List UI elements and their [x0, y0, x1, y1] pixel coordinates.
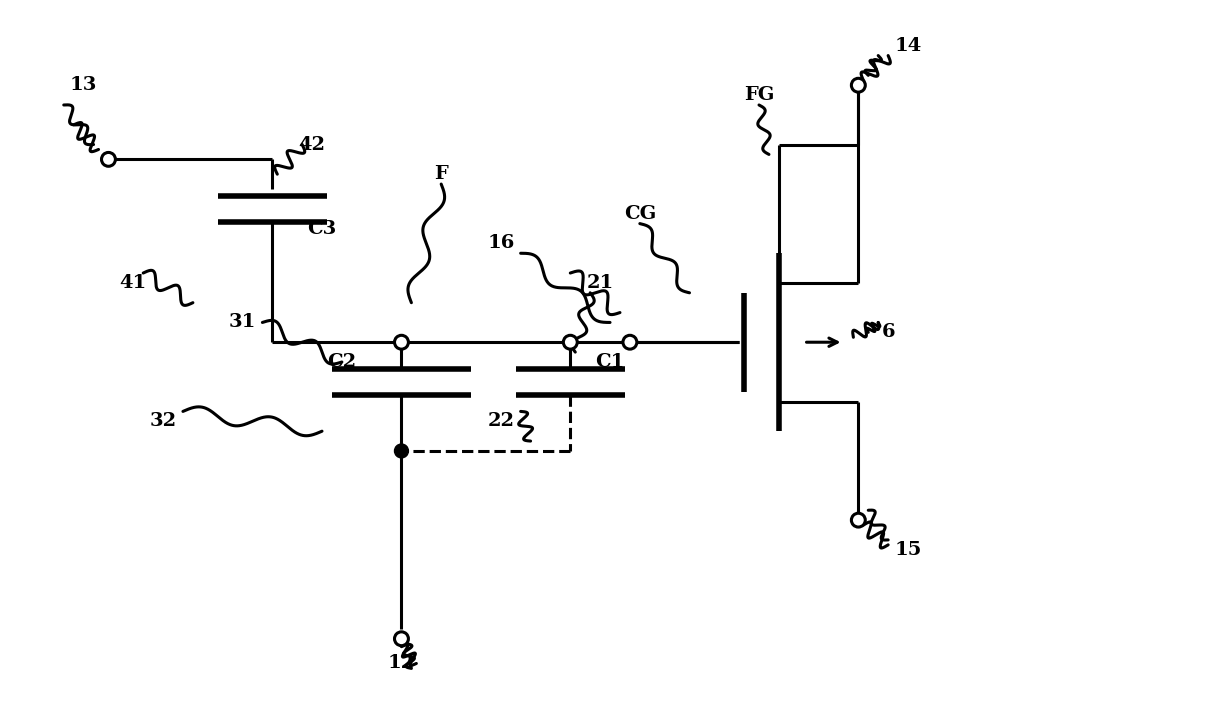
Text: C2: C2 [327, 353, 357, 371]
Text: 16: 16 [487, 235, 514, 253]
Text: 32: 32 [150, 412, 177, 430]
Circle shape [622, 335, 637, 349]
Text: 31: 31 [229, 313, 256, 331]
Text: 41: 41 [119, 274, 146, 292]
Circle shape [102, 152, 116, 166]
Text: 15: 15 [894, 541, 921, 559]
Circle shape [395, 632, 408, 645]
Text: CG: CG [624, 205, 656, 222]
Text: F: F [434, 165, 448, 183]
Text: 14: 14 [894, 37, 921, 55]
Text: C1: C1 [595, 353, 625, 371]
Text: 13: 13 [70, 77, 97, 94]
Text: 22: 22 [487, 412, 514, 430]
Circle shape [395, 335, 408, 349]
Circle shape [563, 335, 577, 349]
Text: 6: 6 [882, 323, 895, 342]
Text: 12: 12 [387, 654, 415, 672]
Text: FG: FG [744, 86, 774, 104]
Text: 42: 42 [299, 136, 326, 154]
Circle shape [395, 444, 408, 458]
Circle shape [851, 78, 865, 92]
Text: 21: 21 [587, 274, 614, 292]
Circle shape [851, 513, 865, 527]
Text: C3: C3 [308, 219, 337, 238]
